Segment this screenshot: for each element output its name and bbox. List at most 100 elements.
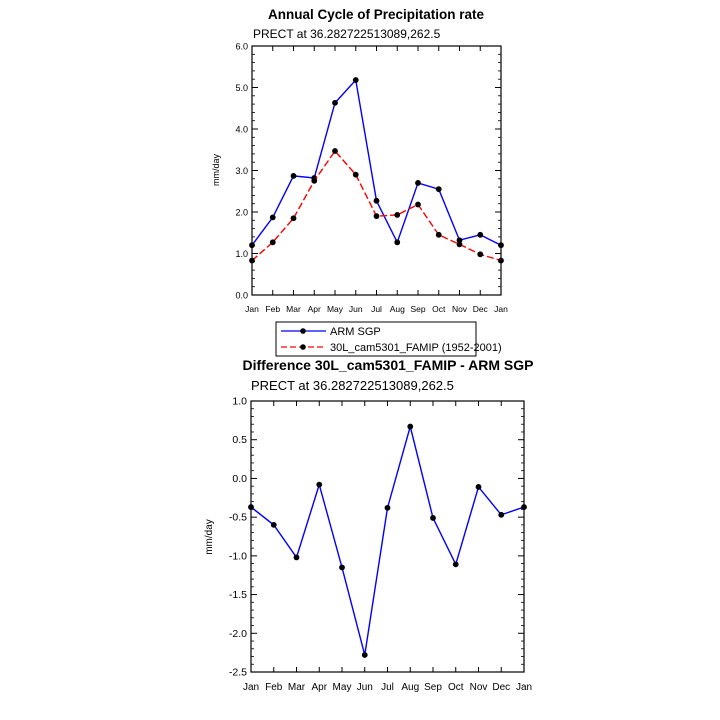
bottom-series-0-point xyxy=(339,564,345,571)
bottom-panel: Difference 30L_cam5301_FAMIP - ARM SGP P… xyxy=(204,357,534,693)
top-series-0-point xyxy=(477,231,484,238)
top-ticks: Jan Feb Mar Apr May Jun Jul Aug Sep Oct Nov Dec Jan 0… xyxy=(235,42,508,315)
top-y-tick-label: 3.0 xyxy=(235,166,248,176)
top-x-tick-label: Oct xyxy=(432,304,446,314)
top-y-tick-label: 4.0 xyxy=(235,125,248,135)
top-y-tick-label: 5.0 xyxy=(235,83,248,93)
bottom-y-tick-label: -0.5 xyxy=(229,512,247,524)
top-series-0-point xyxy=(332,99,338,106)
top-series-0-point xyxy=(290,172,297,179)
top-series-1-point xyxy=(249,257,255,264)
bottom-series-0-point xyxy=(475,484,482,490)
top-x-tick-label: Nov xyxy=(452,304,468,314)
legend: ARM SGP 30L_cam5301_FAMIP (1952-2001) xyxy=(275,321,502,357)
bottom-chart-title: Difference 30L_cam5301_FAMIP - ARM SGP xyxy=(242,357,533,373)
legend-marker-arm-sgp xyxy=(300,328,306,334)
bottom-series-0-point xyxy=(430,515,436,521)
bottom-x-tick-label: Nov xyxy=(470,682,488,693)
top-x-tick-label: Aug xyxy=(390,304,405,314)
top-x-tick-label: Apr xyxy=(308,304,321,314)
top-x-tick-label: Feb xyxy=(265,304,280,314)
bottom-x-tick-label: May xyxy=(333,682,352,693)
top-y-tick-label: 0.0 xyxy=(235,291,248,301)
bottom-ticks: Jan Feb Mar Apr May Jun Jul Aug Sep Oct Nov Dec Jan -… xyxy=(229,396,532,694)
top-series-1-point xyxy=(311,177,318,184)
top-series-0-point xyxy=(415,180,421,186)
top-series-1-point xyxy=(498,257,504,264)
top-series-0-point xyxy=(269,214,276,221)
bottom-series-line-0 xyxy=(250,423,525,656)
top-series-1-point xyxy=(415,201,421,208)
legend-marker-model xyxy=(300,344,306,350)
bottom-y-tick-label: -2.5 xyxy=(229,667,247,679)
top-series-1-point xyxy=(477,251,484,258)
bottom-chart-subtitle: PRECT at 36.282722513089,262.5 xyxy=(251,378,454,393)
top-series-1-point xyxy=(456,241,463,248)
top-series-1-point xyxy=(269,239,276,246)
bottom-x-tick-label: Feb xyxy=(265,682,283,693)
bottom-x-tick-label: Sep xyxy=(424,682,442,693)
legend-label-arm-sgp: ARM SGP xyxy=(330,326,381,338)
bottom-series-0-point xyxy=(452,561,459,568)
top-series-0-point xyxy=(352,77,359,83)
bottom-series-0-point xyxy=(407,423,414,430)
bottom-x-tick-label: Jan xyxy=(516,682,532,693)
bottom-y-tick-label: -1.0 xyxy=(229,550,247,562)
bottom-x-tick-label: Jun xyxy=(357,682,373,693)
bottom-x-tick-label: Aug xyxy=(401,682,419,693)
top-series xyxy=(249,77,504,264)
bottom-series-0-point xyxy=(498,511,505,518)
top-x-tick-label: Jul xyxy=(371,304,382,314)
bottom-series-0-point xyxy=(270,521,277,528)
top-x-tick-label: Jan xyxy=(245,304,259,314)
bottom-x-tick-label: Mar xyxy=(288,682,306,693)
top-series-1-point xyxy=(373,213,380,220)
bottom-series-0-point xyxy=(361,652,368,658)
bottom-y-tick-label: 1.0 xyxy=(232,396,247,408)
bottom-series-0-point xyxy=(521,504,527,510)
top-x-tick-label: Mar xyxy=(286,304,301,314)
top-series-1-point xyxy=(332,148,338,154)
bottom-series-0-point xyxy=(248,504,254,510)
top-series-0-point xyxy=(498,242,504,249)
bottom-y-axis-label: mm/day xyxy=(204,519,215,555)
bottom-x-tick-label: Jul xyxy=(381,682,394,693)
bottom-x-tick-label: Jan xyxy=(243,682,259,693)
top-x-tick-label: Jan xyxy=(494,304,508,314)
top-series-1-point xyxy=(290,215,297,222)
bottom-series-0-point xyxy=(384,504,391,511)
bottom-series-0-point xyxy=(316,481,323,488)
bottom-y-tick-label: -1.5 xyxy=(229,589,247,601)
top-x-tick-label: Dec xyxy=(473,304,489,314)
top-plot-frame xyxy=(251,45,502,296)
top-series-1-point xyxy=(394,212,401,218)
top-series-0-point xyxy=(456,237,463,244)
legend-label-model: 30L_cam5301_FAMIP (1952-2001) xyxy=(330,342,502,354)
legend-box xyxy=(275,321,477,357)
bottom-plot-frame xyxy=(250,400,525,673)
top-x-tick-label: Jun xyxy=(349,304,363,314)
top-chart-subtitle: PRECT at 36.282722513089,262.5 xyxy=(253,27,441,41)
top-series-0-point xyxy=(249,242,255,249)
top-series-1-point xyxy=(352,171,359,178)
top-series-line-0 xyxy=(251,78,502,246)
bottom-x-tick-label: Oct xyxy=(448,682,464,693)
bottom-series xyxy=(248,423,527,658)
top-series-line-1 xyxy=(251,149,502,262)
top-chart-title: Annual Cycle of Precipitation rate xyxy=(268,7,485,22)
top-y-tick-label: 1.0 xyxy=(235,249,248,259)
top-x-tick-label: Sep xyxy=(410,304,425,314)
top-series-0-point xyxy=(435,186,442,193)
top-x-tick-label: May xyxy=(327,304,344,314)
bottom-x-tick-label: Dec xyxy=(492,682,510,693)
top-y-tick-label: 6.0 xyxy=(235,42,248,52)
bottom-y-tick-label: 0.5 xyxy=(232,434,247,446)
bottom-y-tick-label: -2.0 xyxy=(229,628,247,640)
top-panel: Annual Cycle of Precipitation rate PRECT… xyxy=(211,7,508,357)
bottom-y-tick-label: 0.0 xyxy=(232,473,247,485)
top-y-tick-label: 2.0 xyxy=(235,208,248,218)
top-series-0-point xyxy=(373,197,380,204)
top-y-axis-label: mm/day xyxy=(211,154,221,187)
bottom-x-tick-label: Apr xyxy=(311,682,327,693)
